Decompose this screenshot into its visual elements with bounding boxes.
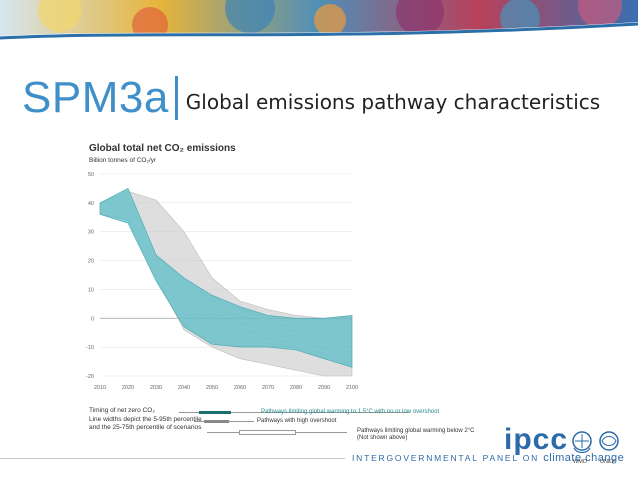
wmo-caption: WMO xyxy=(573,459,588,465)
chart-legend: Timing of net zero CO₂ Line widths depic… xyxy=(89,407,539,452)
unep-emblem-icon xyxy=(599,431,619,451)
y-tick-label: 10 xyxy=(88,287,94,293)
header-banner xyxy=(0,0,638,50)
scenario-line xyxy=(99,205,353,342)
x-tick-label: 2080 xyxy=(290,385,302,391)
y-tick-label: 40 xyxy=(88,201,94,207)
scenario-line xyxy=(99,212,353,359)
x-tick-label: 2100 xyxy=(346,385,358,391)
legend-swatch-1p5 xyxy=(199,411,231,414)
footer-divider xyxy=(0,458,345,459)
band-1p5-no-overshoot xyxy=(99,187,353,368)
scenario-line xyxy=(99,193,353,326)
legend-label-2c: Pathways limiting global warming below 2… xyxy=(357,428,475,434)
slide-title: Global emissions pathway characteristics xyxy=(185,90,601,114)
footer-org-name: INTERGOVERNMENTAL PANEL ON climate chang… xyxy=(352,452,624,464)
legend-label-overshoot: Pathways with high overshoot xyxy=(257,418,337,424)
x-tick-label: 2060 xyxy=(234,385,246,391)
y-tick-label: -20 xyxy=(86,374,94,380)
x-tick-label: 2090 xyxy=(318,385,330,391)
legend-heading: Timing of net zero CO₂ Line widths depic… xyxy=(89,407,204,433)
scenario-line xyxy=(99,199,353,333)
unep-caption: UNEP xyxy=(600,459,616,465)
x-tick-label: 2070 xyxy=(262,385,274,391)
y-tick-label: 20 xyxy=(88,259,94,265)
legend-swatch-2c xyxy=(239,430,296,435)
chart-bands xyxy=(99,187,353,377)
slide-heading: SPM3a Global emissions pathway character… xyxy=(22,70,600,126)
title-separator xyxy=(174,76,178,120)
legend-note-2c: (Not shown above) xyxy=(357,435,408,441)
legend-heading-text: Timing of net zero CO₂ Line widths depic… xyxy=(89,407,202,431)
slide-code: SPM3a xyxy=(22,73,169,122)
footer-org-prefix: INTERGOVERNMENTAL PANEL ON xyxy=(352,453,540,463)
footer-org-suffix: climate change xyxy=(543,452,625,464)
x-tick-label: 2050 xyxy=(206,385,218,391)
y-tick-label: 30 xyxy=(88,230,94,236)
legend-line-1 xyxy=(179,412,409,413)
ipcc-logo: ipcc xyxy=(504,423,569,456)
chart-y-unit: Billion tonnes of CO₂/yr xyxy=(89,157,157,164)
scenario-line xyxy=(99,210,353,351)
legend-label-1p5: Pathways limiting global warming to 1.5°… xyxy=(261,409,440,415)
y-tick-label: 50 xyxy=(88,172,94,178)
x-tick-label: 2030 xyxy=(150,385,162,391)
x-tick-label: 2010 xyxy=(94,385,106,391)
chart-title: Global total net CO₂ emissions xyxy=(89,143,236,154)
x-tick-label: 2020 xyxy=(122,385,134,391)
y-tick-label: 0 xyxy=(91,316,94,322)
y-tick-label: -10 xyxy=(86,345,94,351)
x-tick-label: 2040 xyxy=(178,385,190,391)
wmo-emblem-icon xyxy=(572,431,592,454)
legend-swatch-overshoot xyxy=(204,420,229,423)
